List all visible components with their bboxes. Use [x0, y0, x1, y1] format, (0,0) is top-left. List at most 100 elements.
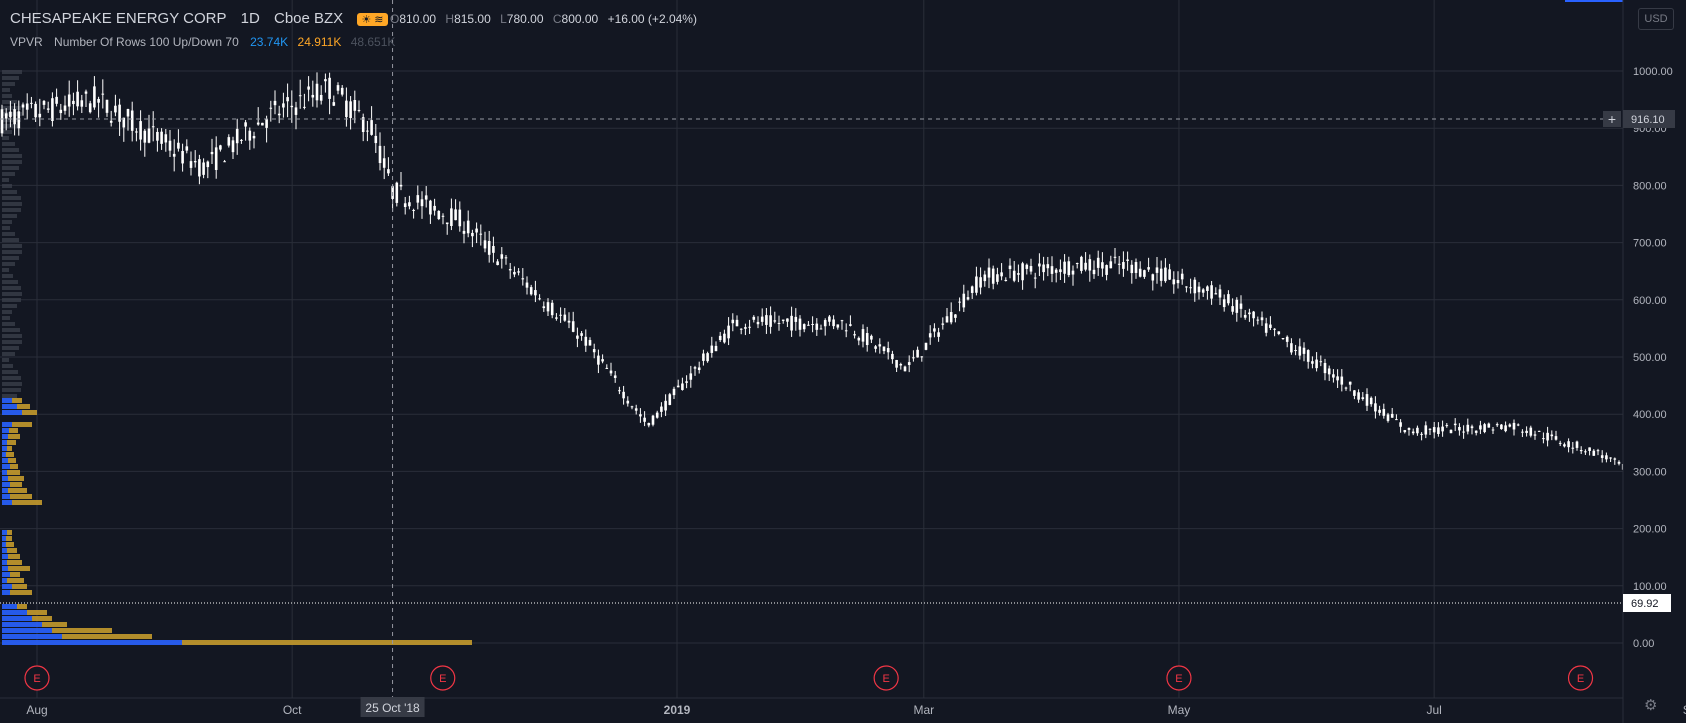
- candle-body: [214, 147, 218, 170]
- vpvr-down-bar: [8, 566, 30, 571]
- candle-body: [630, 406, 634, 408]
- candle-body: [647, 422, 651, 426]
- vpvr-down-bar: [12, 422, 32, 427]
- candle-body: [168, 140, 172, 151]
- vpvr-inactive-bar: [2, 232, 15, 236]
- earnings-marker[interactable]: [873, 665, 899, 691]
- candle-body: [114, 105, 117, 113]
- earnings-marker[interactable]: [24, 665, 50, 691]
- candle-body: [1096, 257, 1100, 268]
- vpvr-inactive-bar: [2, 340, 22, 344]
- earnings-marker[interactable]: [1166, 665, 1192, 691]
- candle-body: [101, 93, 105, 95]
- time-tick-label: Jul: [1426, 703, 1441, 717]
- vpvr-up-bar: [2, 410, 22, 415]
- candle-body: [1012, 270, 1016, 281]
- event-marker-label: E: [33, 673, 40, 685]
- vpvr-up-bar: [2, 572, 10, 577]
- candle-body: [298, 95, 302, 97]
- candle-body: [210, 151, 214, 155]
- vpvr-inactive-bar: [2, 382, 22, 386]
- earnings-marker[interactable]: [1567, 665, 1594, 691]
- vpvr-inactive-bar: [2, 328, 20, 332]
- candle-body: [899, 364, 903, 366]
- candle-body: [143, 130, 147, 143]
- candle-body: [462, 230, 466, 234]
- svg-text:69.92: 69.92: [1631, 598, 1659, 610]
- vpvr-up-bar: [2, 470, 7, 475]
- candle-body: [282, 103, 285, 108]
- vpvr-up-bar: [2, 428, 9, 433]
- candle-body: [861, 329, 865, 342]
- candle-body: [315, 83, 319, 101]
- vpvr-up-bar: [2, 566, 8, 571]
- candle-body: [1613, 458, 1617, 460]
- indicator-down-volume: 24.911K: [297, 35, 342, 49]
- candle-body: [618, 390, 621, 392]
- price-tick-label: 0.00: [1633, 638, 1654, 650]
- candle-body: [387, 169, 390, 174]
- market-status-icon[interactable]: ☀ ≋: [357, 12, 388, 26]
- candle-body: [181, 150, 184, 164]
- candle-body: [567, 320, 571, 323]
- vpvr-up-bar: [2, 578, 7, 583]
- candle-body: [836, 324, 840, 328]
- candle-body: [1105, 265, 1108, 275]
- candle-body: [773, 320, 777, 322]
- candle-body: [1542, 438, 1545, 440]
- candle-body: [1353, 390, 1356, 396]
- candle-body: [227, 137, 231, 146]
- candle-body: [559, 314, 562, 316]
- candle-body: [1075, 263, 1079, 265]
- time-axis[interactable]: AugOct2019MarMayJulSepNov2020MarMayJul: [0, 697, 1686, 717]
- interval-label[interactable]: 1D: [240, 10, 260, 27]
- high-value: 815.00: [454, 12, 491, 26]
- candle-body: [1592, 450, 1596, 456]
- settings-gear-icon[interactable]: ⚙: [1644, 697, 1658, 714]
- indicator-total-volume: 48.651K: [350, 35, 396, 49]
- candle-body: [907, 362, 911, 365]
- earnings-marker[interactable]: [430, 665, 456, 691]
- vpvr-down-bar: [27, 610, 47, 615]
- candle-body: [1218, 289, 1222, 298]
- vpvr-inactive-bar: [2, 280, 18, 284]
- candle-body: [815, 323, 819, 330]
- candle-body: [206, 161, 210, 168]
- candle-body: [954, 314, 957, 318]
- candle-body: [147, 128, 151, 143]
- candle-body: [1512, 422, 1516, 430]
- candle-body: [853, 334, 856, 336]
- event-marker-label: E: [1577, 673, 1584, 685]
- vpvr-inactive-bar: [2, 352, 15, 356]
- candle-body: [714, 345, 718, 352]
- symbol-name[interactable]: CHESAPEAKE ENERGY CORP: [10, 10, 227, 27]
- candle-body: [109, 120, 113, 123]
- candle-body: [1441, 426, 1444, 432]
- candle-body: [504, 257, 508, 259]
- candle-body: [748, 326, 751, 328]
- candle-body: [991, 268, 995, 284]
- indicator-params: Number Of Rows 100 Up/Down 70: [54, 35, 239, 49]
- event-markers[interactable]: EEEEEEESE: [24, 665, 1686, 691]
- candle-body: [1609, 457, 1612, 459]
- candle-body: [492, 246, 495, 253]
- event-marker-label: E: [1175, 673, 1182, 685]
- candle-body: [878, 344, 882, 347]
- currency-button[interactable]: USD: [1638, 8, 1674, 30]
- vpvr-inactive-bar: [2, 220, 12, 224]
- price-tick-label: 700.00: [1633, 238, 1667, 250]
- candle-body: [1235, 299, 1239, 313]
- candle-body: [1168, 269, 1171, 280]
- candle-body: [1361, 397, 1365, 400]
- crosshair-plus-icon[interactable]: [1603, 110, 1621, 127]
- candle-body: [1336, 376, 1339, 381]
- price-axis[interactable]: 0.00 100.00 200.00 300.00 400.00 500.00 600.00…: [1622, 0, 1686, 723]
- indicator-header[interactable]: VPVR Number Of Rows 100 Up/Down 70 23.74…: [10, 35, 395, 49]
- candle-body: [1281, 338, 1285, 340]
- candle-body: [538, 298, 541, 300]
- candle-body: [1453, 423, 1457, 426]
- candle-body: [643, 417, 646, 422]
- candle-body: [458, 209, 462, 227]
- candle-body: [534, 290, 537, 296]
